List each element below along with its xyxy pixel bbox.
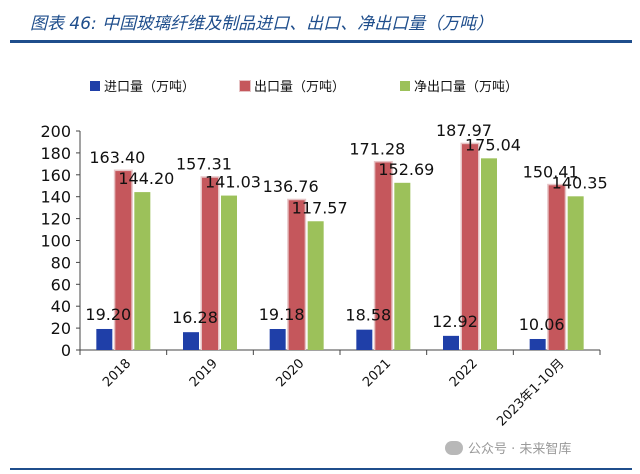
net-export-data-label: 117.57 bbox=[292, 198, 348, 217]
net-export-bar bbox=[394, 182, 411, 350]
net-export-data-label: 141.03 bbox=[205, 173, 261, 192]
y-tick-label: 80 bbox=[51, 253, 71, 272]
net-export-bar bbox=[134, 192, 151, 350]
figure-title: 图表 46: 中国玻璃纤维及制品进口、出口、净出口量（万吨） bbox=[30, 14, 494, 34]
export-data-label: 150.41 bbox=[523, 162, 579, 181]
y-tick-label: 140 bbox=[40, 188, 71, 207]
net-export-bar bbox=[567, 196, 584, 350]
legend-export-label: 出口量（万吨） bbox=[254, 80, 345, 95]
x-tick-label: 2021 bbox=[360, 356, 394, 390]
export-data-label: 187.97 bbox=[436, 121, 492, 140]
y-tick-label: 160 bbox=[40, 166, 71, 185]
legend-import-swatch bbox=[90, 81, 100, 91]
y-tick-label: 120 bbox=[40, 210, 71, 229]
header-rule bbox=[10, 40, 632, 43]
net-export-data-label: 140.35 bbox=[552, 173, 608, 192]
import-data-label: 12.92 bbox=[432, 312, 478, 331]
import-bar bbox=[356, 329, 373, 350]
export-bar bbox=[462, 144, 478, 350]
import-data-label: 19.20 bbox=[85, 305, 131, 324]
y-tick-label: 180 bbox=[40, 144, 71, 163]
legend-export-swatch bbox=[240, 81, 250, 91]
y-tick-label: 60 bbox=[51, 275, 71, 294]
import-data-label: 19.18 bbox=[259, 305, 305, 324]
x-tick-label: 2020 bbox=[273, 356, 307, 390]
figure-header: 图表 46: 中国玻璃纤维及制品进口、出口、净出口量（万吨） bbox=[0, 0, 640, 43]
y-tick-label: 200 bbox=[40, 122, 71, 141]
y-tick-label: 40 bbox=[51, 297, 71, 316]
export-bar bbox=[375, 162, 392, 350]
legend-net-export-swatch bbox=[400, 81, 410, 91]
x-tick-label: 2018 bbox=[100, 356, 134, 390]
net-export-data-label: 152.69 bbox=[378, 160, 434, 179]
export-data-label: 157.31 bbox=[176, 155, 232, 174]
wechat-icon bbox=[445, 440, 463, 455]
watermark: 公众号 · 未来智库 bbox=[445, 438, 635, 462]
export-bar bbox=[288, 200, 305, 350]
import-bar bbox=[183, 332, 199, 350]
x-tick-label: 2019 bbox=[187, 356, 221, 390]
net-export-data-label: 175.04 bbox=[465, 135, 521, 154]
net-export-bar bbox=[307, 221, 324, 350]
import-data-label: 18.58 bbox=[345, 306, 391, 325]
export-data-label: 163.40 bbox=[89, 148, 145, 167]
export-bar bbox=[115, 171, 132, 350]
net-export-data-label: 144.20 bbox=[118, 169, 174, 188]
export-bar bbox=[202, 177, 218, 350]
x-tick-label: 2023年1-10月 bbox=[494, 356, 567, 429]
y-tick-label: 20 bbox=[51, 319, 71, 338]
import-bar bbox=[269, 328, 286, 350]
import-bar bbox=[96, 328, 113, 350]
net-export-bar bbox=[221, 195, 237, 350]
x-tick-label: 2022 bbox=[447, 356, 481, 390]
import-data-label: 10.06 bbox=[519, 315, 565, 334]
export-bar bbox=[548, 185, 565, 350]
y-tick-label: 100 bbox=[40, 232, 71, 251]
export-data-label: 171.28 bbox=[349, 139, 405, 158]
net-export-bar bbox=[481, 158, 497, 350]
watermark-text: 公众号 · 未来智库 bbox=[468, 442, 572, 457]
import-bar bbox=[529, 338, 546, 350]
legend-net-export-label: 净出口量（万吨） bbox=[414, 80, 518, 95]
legend-import-label: 进口量（万吨） bbox=[104, 80, 195, 95]
footer-rule bbox=[10, 468, 632, 470]
export-data-label: 136.76 bbox=[263, 177, 319, 196]
y-tick-label: 0 bbox=[61, 341, 71, 360]
import-bar bbox=[443, 335, 459, 350]
import-data-label: 16.28 bbox=[172, 308, 218, 327]
